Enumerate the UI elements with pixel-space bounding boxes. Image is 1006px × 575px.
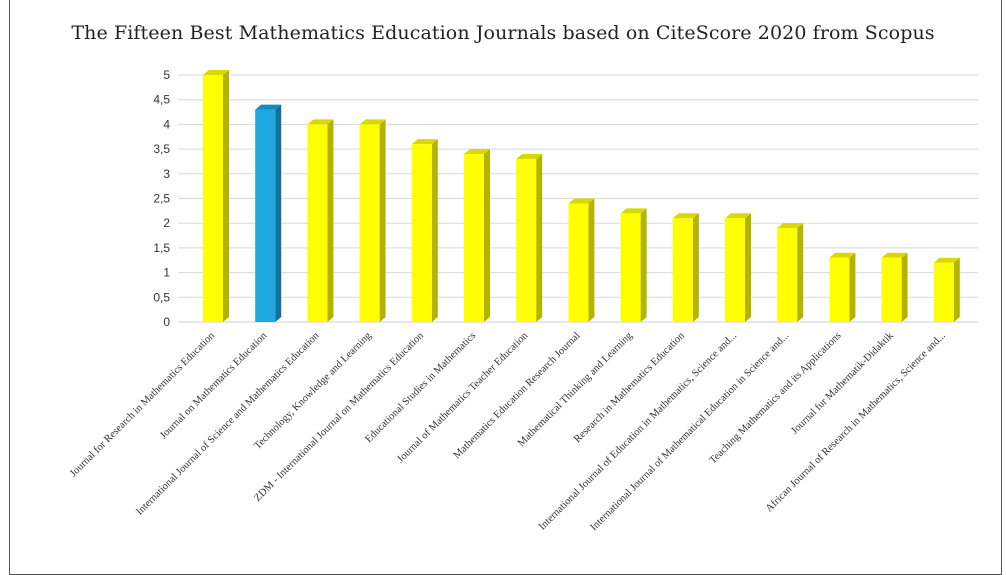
bar-side (640, 208, 647, 322)
y-tick-label: 0 (163, 315, 170, 329)
chart-title: The Fifteen Best Mathematics Education J… (71, 22, 935, 44)
bar-front (568, 203, 589, 322)
x-tick-label: Educational Studies in Mathematics (363, 330, 478, 445)
bar-side (275, 104, 282, 322)
bar-side (588, 198, 595, 322)
bar (411, 139, 438, 322)
bar-side (953, 257, 960, 322)
bar-front (203, 75, 223, 322)
bar-top (620, 208, 647, 214)
bar-side (849, 252, 856, 322)
bar-side (327, 119, 334, 323)
bar (516, 153, 543, 322)
bar-front (516, 158, 537, 322)
bar-front (620, 213, 641, 322)
bar-top (464, 149, 490, 155)
y-tick-label: 2 (163, 216, 170, 230)
y-tick-label: 5 (163, 68, 170, 82)
y-tick-label: 1,5 (153, 241, 170, 255)
bar (359, 119, 386, 323)
x-tick-label: Research in Mathematics Education (572, 330, 687, 445)
y-tick-label: 4,5 (153, 93, 170, 107)
x-tick-label: International Journal of Science and Mat… (134, 330, 322, 518)
bar-top (307, 119, 334, 125)
bar-top (672, 213, 699, 219)
bar-top (359, 119, 386, 125)
bar-front (464, 154, 484, 322)
bar (881, 252, 908, 322)
bar-top (829, 252, 856, 258)
bar-side (223, 70, 229, 322)
bar-side (797, 223, 804, 322)
bar (464, 149, 490, 322)
bar-front (881, 257, 902, 322)
x-tick-label: Journal fur Mathematik-Didaktik (789, 330, 896, 437)
bar (203, 70, 229, 322)
x-tick-label: Technology, Knowledge and Learning (252, 330, 374, 452)
bar-top (725, 213, 751, 219)
bar (725, 213, 751, 322)
y-tick-label: 4 (163, 117, 170, 131)
bar (933, 257, 960, 322)
y-tick-label: 2,5 (153, 192, 170, 206)
x-tick-label: Journal on Mathematics Education (158, 330, 270, 442)
bar-top (777, 223, 804, 229)
bar (255, 104, 282, 322)
bar (777, 223, 804, 322)
bar-top (933, 257, 960, 263)
bar-top (203, 70, 229, 75)
bar-top (255, 104, 282, 110)
bar-front (255, 109, 276, 322)
bar (620, 208, 647, 322)
bar (829, 252, 856, 322)
bar-front (725, 218, 745, 322)
x-tick-label: African Journal of Research in Mathemati… (764, 330, 948, 514)
bar-side (745, 213, 751, 322)
bar-top (568, 198, 595, 204)
bar-top (411, 139, 438, 145)
bar-front (933, 262, 954, 322)
bar-front (359, 124, 380, 323)
y-tick-label: 3,5 (153, 142, 170, 156)
bar (672, 213, 699, 322)
bar-front (307, 124, 328, 323)
bar-front (777, 228, 798, 322)
x-tick-label: International Journal of Education in Ma… (537, 330, 739, 532)
bar-side (379, 119, 386, 323)
bar (307, 119, 334, 323)
bar-side (901, 252, 908, 322)
bar-side (536, 153, 543, 322)
x-tick-label: Mathematical Thinking and Learning (516, 330, 635, 449)
y-tick-label: 1 (163, 266, 170, 280)
y-tick-label: 0,5 (153, 290, 170, 304)
x-tick-label: International Journal of Mathematical Ed… (589, 330, 792, 533)
bar-front (672, 218, 693, 322)
bar-side (484, 149, 490, 322)
bar-top (516, 153, 543, 159)
bar-side (431, 139, 438, 322)
bar-front (829, 257, 850, 322)
bar-side (692, 213, 699, 322)
bar-front (411, 144, 432, 322)
bar-top (881, 252, 908, 258)
y-tick-label: 3 (163, 167, 170, 181)
bar (568, 198, 595, 322)
